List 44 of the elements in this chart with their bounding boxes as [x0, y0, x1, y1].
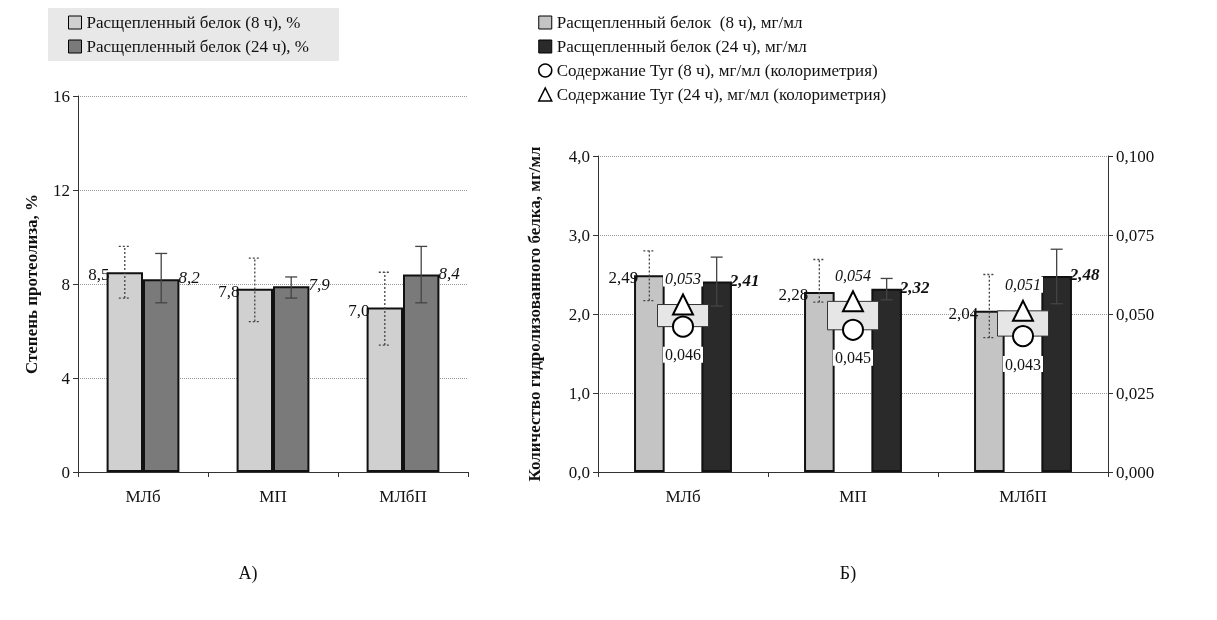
text: Б) [839, 563, 857, 584]
y-tick-label: 1,0 [568, 383, 590, 403]
y2-tick-label: 0,075 [1116, 225, 1155, 245]
data-label: 2,49 [608, 268, 639, 288]
x-tick-label: МП [259, 487, 287, 506]
data-label: 8,4 [438, 263, 461, 283]
x-tick-label: МЛб [665, 487, 701, 506]
data-label: 2,48 [1068, 265, 1101, 285]
data-label: 7,9 [308, 275, 331, 295]
y-tick-label: 2,0 [568, 304, 590, 324]
y-tick-label: 0 [61, 462, 70, 482]
y-tick-label: 4,0 [568, 146, 590, 166]
data-label: 2,41 [728, 270, 760, 290]
data-label: 0,054 [835, 266, 871, 284]
x-tick-label: МЛбП [999, 487, 1047, 506]
legend-label: Содержание Tyr (24 ч), мг/мл (колориметрия) [556, 85, 887, 104]
y-tick-label: 4 [61, 368, 71, 388]
data-label: 0,043 [1005, 355, 1041, 373]
legend-label: Содержание Tyr (8 ч), мг/мл (колориметрия) [556, 61, 878, 80]
y-tick-label: 0,0 [568, 462, 590, 482]
data-label: 0,046 [665, 346, 701, 364]
data-label: 8,2 [178, 268, 201, 288]
data-label: 2,32 [898, 277, 931, 297]
text: А) [238, 563, 258, 584]
legend-label: Расщепленный белок (8 ч), мг/мл [556, 13, 804, 32]
legend-label: Расщепленный белок (24 ч), % [86, 37, 310, 56]
data-label: 0,051 [1005, 276, 1041, 294]
data-label: 0,045 [835, 349, 871, 367]
y2-tick-label: 0,050 [1116, 304, 1155, 324]
x-tick-label: МП [839, 487, 867, 506]
y-axis-title: Степень протеолиза, % [22, 193, 41, 375]
y2-tick-label: 0,025 [1116, 383, 1155, 403]
y-tick-label: 3,0 [568, 225, 590, 245]
y-tick-label: 12 [53, 180, 70, 200]
y2-tick-label: 0,100 [1116, 146, 1155, 166]
y-tick-label: 16 [53, 86, 70, 106]
x-tick-label: МЛбП [379, 487, 427, 506]
legend-label: Расщепленный белок (8 ч), % [86, 13, 301, 32]
y2-tick-label: 0,000 [1116, 462, 1155, 482]
data-label: 0,053 [665, 270, 701, 288]
y-axis-title: Количество гидролизованного белка, мг/мл [525, 146, 544, 482]
legend-label: Расщепленный белок (24 ч), мг/мл [556, 37, 808, 56]
x-tick-label: МЛб [125, 487, 161, 506]
y-tick-label: 8 [61, 274, 70, 294]
